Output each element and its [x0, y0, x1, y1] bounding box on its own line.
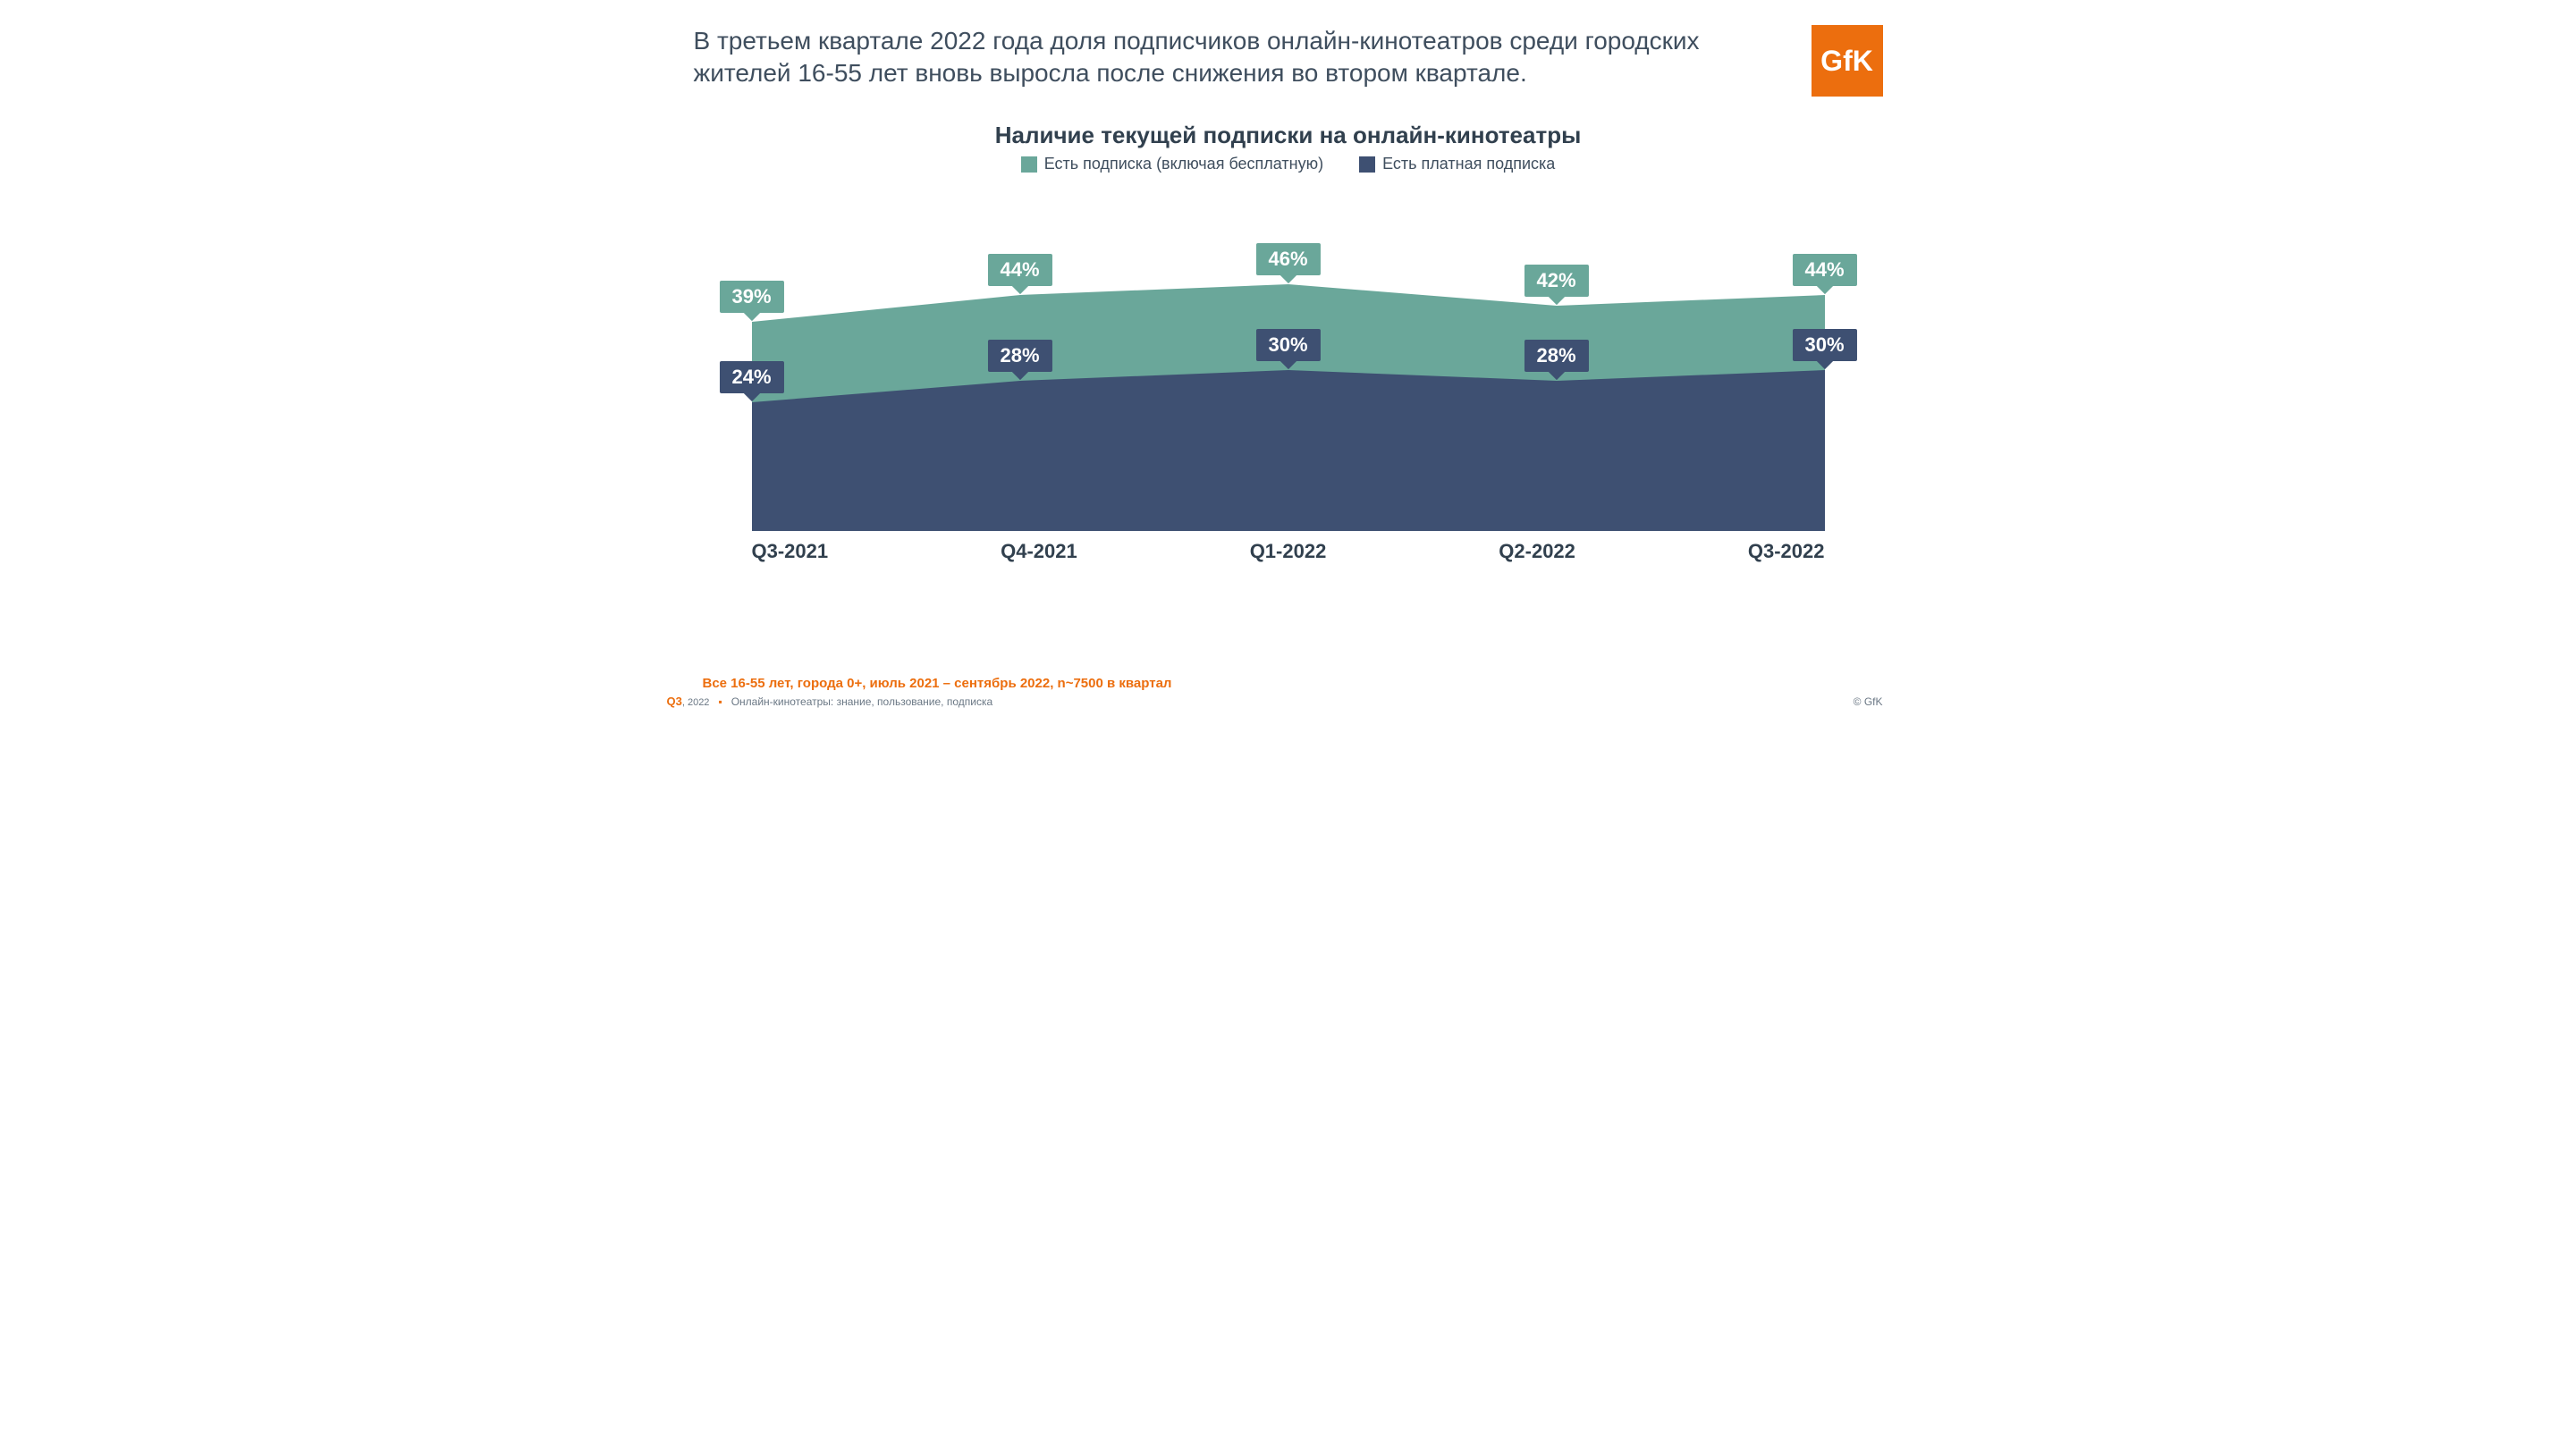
footer-quarter: Q3 [667, 695, 682, 708]
callout-paid-4: 30% [1792, 329, 1856, 361]
x-axis: Q3-2021 Q4-2021 Q1-2022 Q2-2022 Q3-2022 [752, 540, 1825, 563]
callout-total-0: 39% [719, 281, 783, 313]
bullet-icon: ▪ [718, 695, 722, 708]
footer-source: Онлайн-кинотеатры: знание, пользование, … [731, 695, 992, 708]
legend-swatch-paid [1359, 156, 1375, 173]
footer-line: Q3, 2022 ▪ Онлайн-кинотеатры: знание, по… [667, 695, 1883, 708]
headline: В третьем квартале 2022 года доля подпис… [694, 25, 1785, 90]
callout-total-3: 42% [1524, 265, 1588, 297]
legend-item-paid: Есть платная подписка [1359, 155, 1555, 173]
legend-swatch-total [1021, 156, 1037, 173]
gfk-logo: GfK [1812, 25, 1883, 97]
copyright: © GfK [1854, 695, 1883, 708]
callout-total-1: 44% [987, 254, 1052, 286]
callout-paid-1: 28% [987, 340, 1052, 372]
chart-area: 39%44%46%42%44%24%28%30%28%30% [752, 209, 1825, 531]
slide: В третьем квартале 2022 года доля подпис… [645, 0, 1932, 724]
x-tick-1: Q4-2021 [1001, 540, 1077, 563]
chart: Наличие текущей подписки на онлайн-кинот… [694, 122, 1883, 563]
legend-label-total: Есть подписка (включая бесплатную) [1044, 155, 1323, 173]
area-paid [752, 370, 1825, 531]
footer-note: Все 16-55 лет, города 0+, июль 2021 – се… [703, 676, 1883, 691]
callout-total-2: 46% [1255, 243, 1320, 275]
header: В третьем квартале 2022 года доля подпис… [694, 25, 1883, 97]
footer-year: , 2022 [682, 697, 710, 708]
legend-label-paid: Есть платная подписка [1382, 155, 1555, 173]
x-tick-4: Q3-2022 [1748, 540, 1825, 563]
callout-paid-3: 28% [1524, 340, 1588, 372]
callout-paid-0: 24% [719, 361, 783, 393]
callout-paid-2: 30% [1255, 329, 1320, 361]
callout-total-4: 44% [1792, 254, 1856, 286]
legend-item-total: Есть подписка (включая бесплатную) [1021, 155, 1323, 173]
x-tick-2: Q1-2022 [1250, 540, 1327, 563]
chart-legend: Есть подписка (включая бесплатную) Есть … [694, 155, 1883, 173]
x-tick-3: Q2-2022 [1499, 540, 1575, 563]
chart-title: Наличие текущей подписки на онлайн-кинот… [694, 122, 1883, 149]
x-tick-0: Q3-2021 [752, 540, 829, 563]
footer: Все 16-55 лет, города 0+, июль 2021 – се… [667, 676, 1883, 708]
logo-text: GfK [1820, 45, 1873, 78]
